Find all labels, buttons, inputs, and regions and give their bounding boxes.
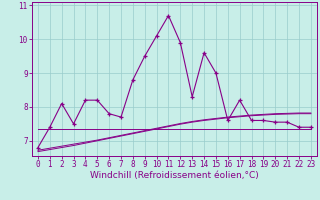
X-axis label: Windchill (Refroidissement éolien,°C): Windchill (Refroidissement éolien,°C) bbox=[90, 171, 259, 180]
